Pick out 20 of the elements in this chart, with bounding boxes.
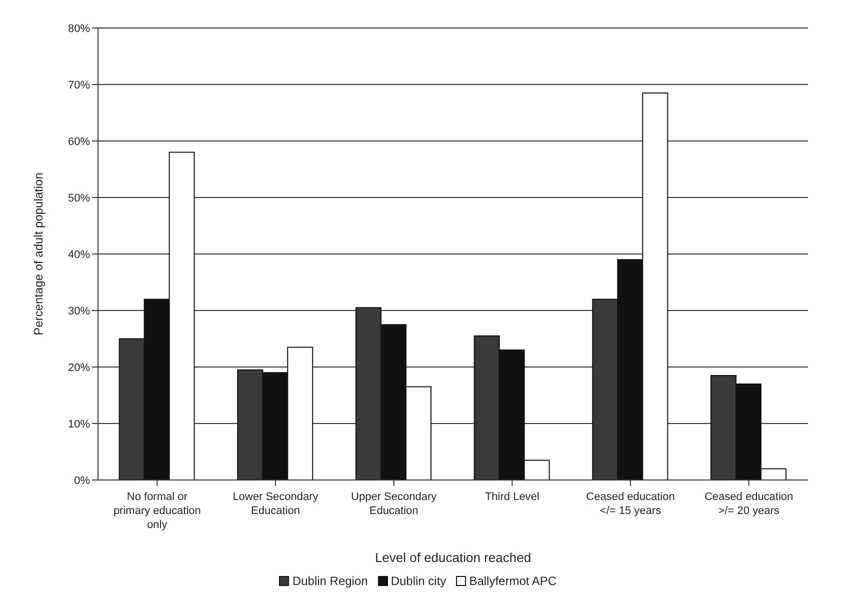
y-tick-label: 0% bbox=[74, 474, 90, 487]
x-axis-title: Level of education reached bbox=[374, 550, 532, 565]
x-tick-label: Third Level bbox=[484, 491, 540, 503]
x-tick-label: Lower Secondary Education bbox=[232, 491, 319, 517]
x-tick-label: No formal or primary education only bbox=[113, 491, 201, 531]
y-tick-label: 80% bbox=[68, 22, 90, 35]
y-tick-label: 10% bbox=[68, 418, 90, 430]
y-tick-label: 70% bbox=[68, 79, 90, 92]
legend-label: Dublin city bbox=[390, 574, 446, 588]
y-tick-label: 20% bbox=[68, 362, 90, 374]
x-tick-label: Ceased education >/= 20 years bbox=[704, 491, 794, 517]
x-tick-label: Ceased education </= 15 years bbox=[586, 491, 675, 517]
y-axis-title: Percentage of adult population bbox=[31, 172, 46, 336]
y-tick-label: 50% bbox=[68, 192, 90, 204]
y-tick-label: 40% bbox=[68, 248, 90, 261]
legend-label: Dublin Region bbox=[292, 574, 368, 588]
x-tick-label: Upper Secondary Education bbox=[351, 491, 438, 517]
y-tick-label: 60% bbox=[68, 136, 90, 148]
y-tick-label: 30% bbox=[68, 305, 90, 318]
legend-label: Ballyfermot APC bbox=[469, 574, 557, 588]
